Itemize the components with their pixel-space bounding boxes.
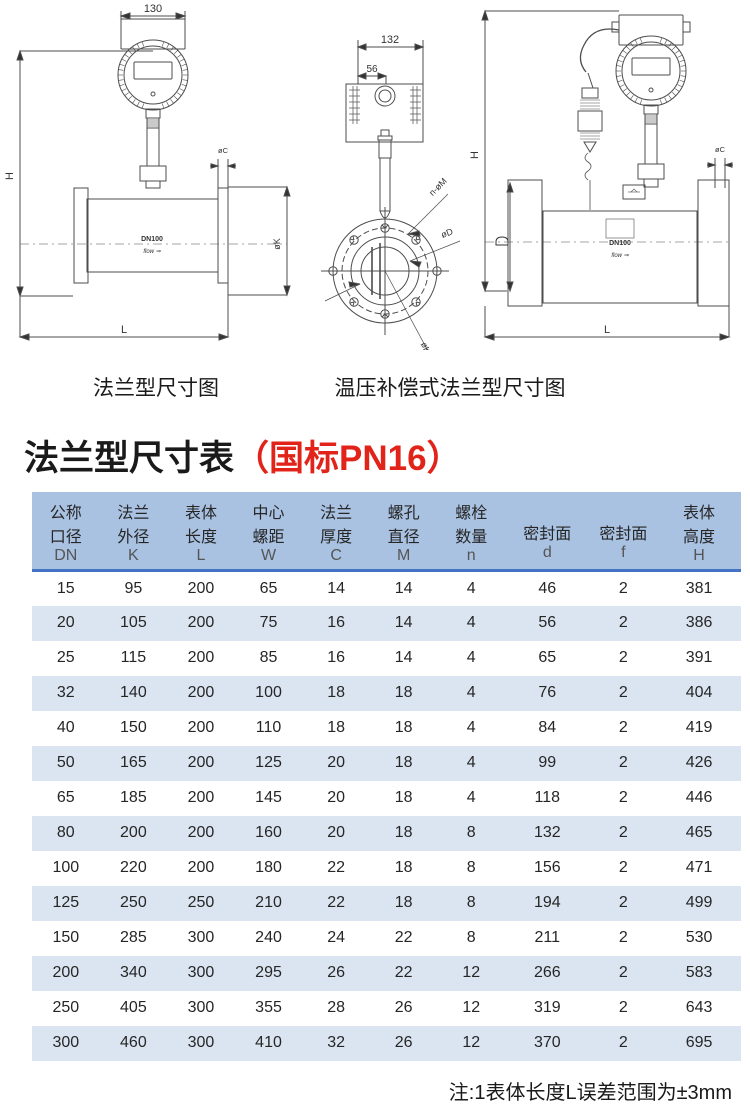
svg-text:øC: øC: [218, 146, 229, 155]
svg-text:DN100: DN100: [609, 240, 631, 247]
svg-text:130: 130: [144, 3, 162, 15]
svg-text:DN100: DN100: [141, 236, 163, 243]
svg-text:øC: øC: [715, 145, 726, 154]
svg-text:132: 132: [381, 34, 399, 46]
svg-text:flow ⇒: flow ⇒: [143, 249, 161, 255]
svg-text:øD: øD: [440, 226, 455, 240]
svg-text:H: H: [4, 172, 16, 180]
svg-text:H: H: [470, 151, 481, 159]
svg-text:L: L: [604, 324, 610, 336]
svg-text:flow ⇒: flow ⇒: [611, 253, 629, 259]
svg-text:56: 56: [366, 64, 378, 75]
svg-text:øK: øK: [419, 340, 433, 350]
svg-text:øK: øK: [272, 238, 282, 250]
svg-text:n-øM: n-øM: [427, 176, 449, 198]
svg-text:L: L: [121, 324, 127, 336]
